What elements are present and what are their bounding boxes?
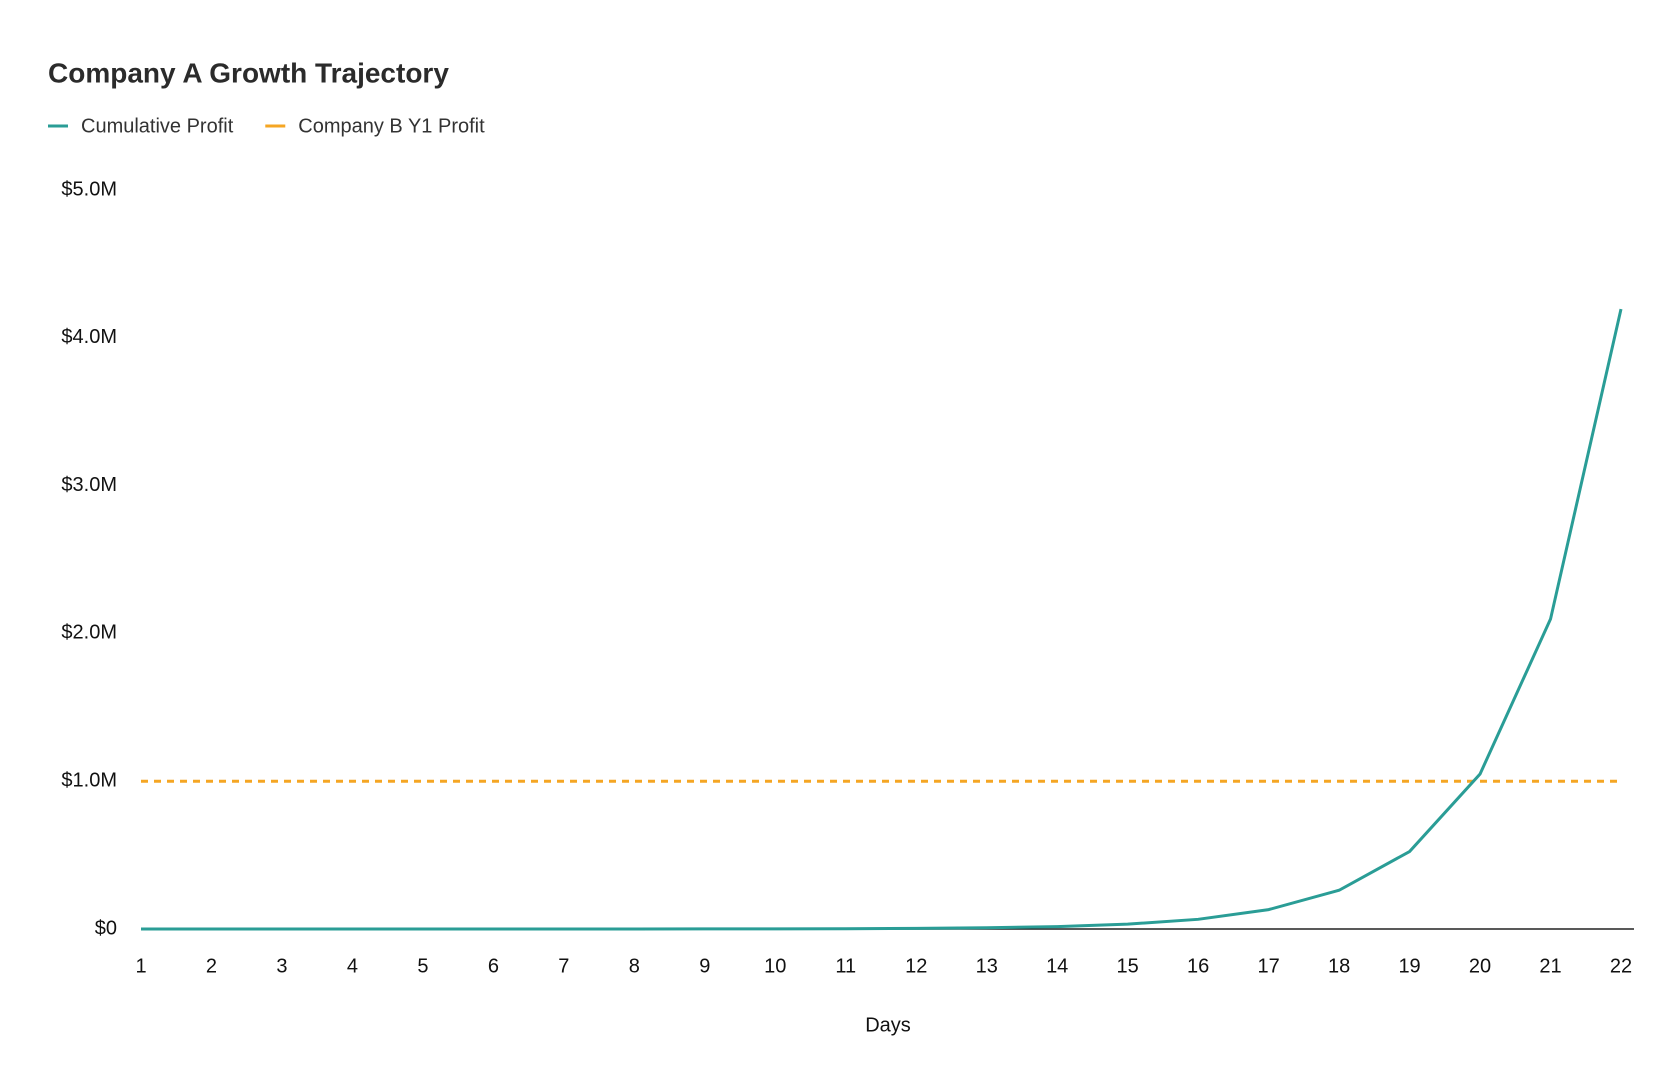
x-axis-title: Days — [865, 1014, 911, 1036]
x-tick-label: 8 — [629, 955, 640, 977]
series-line — [141, 308, 1623, 931]
x-tick-label: 16 — [1187, 955, 1209, 977]
x-tick-label: 19 — [1398, 955, 1420, 977]
x-tick-label: 15 — [1117, 955, 1139, 977]
legend-label: Company B Y1 Profit — [298, 115, 485, 137]
x-tick-label: 10 — [764, 955, 786, 977]
x-tick-label: 1 — [135, 955, 146, 977]
x-tick-label: 13 — [976, 955, 998, 977]
x-tick-label: 6 — [488, 955, 499, 977]
y-tick-label: $2.0M — [61, 622, 117, 644]
chart-title: Company A Growth Trajectory — [48, 57, 449, 88]
x-tick-label: 17 — [1257, 955, 1279, 977]
x-tick-label: 3 — [276, 955, 287, 977]
x-tick-label: 21 — [1539, 955, 1561, 977]
y-tick-label: $1.0M — [61, 769, 117, 791]
y-tick-label: $5.0M — [61, 178, 117, 200]
x-tick-label: 5 — [417, 955, 428, 977]
x-tick-label: 11 — [835, 955, 856, 977]
x-tick-label: 12 — [905, 955, 927, 977]
x-tick-label: 2 — [206, 955, 217, 977]
x-tick-label: 7 — [558, 955, 569, 977]
x-tick-label: 18 — [1328, 955, 1350, 977]
x-tick-label: 14 — [1046, 955, 1068, 977]
legend-label: Cumulative Profit — [81, 115, 234, 137]
y-tick-label: $0 — [95, 917, 117, 939]
y-tick-label: $4.0M — [61, 326, 117, 348]
y-tick-label: $3.0M — [61, 474, 117, 496]
x-tick-label: 20 — [1469, 955, 1491, 977]
x-tick-label: 22 — [1610, 955, 1632, 977]
x-tick-label: 4 — [347, 955, 358, 977]
x-tick-label: 9 — [699, 955, 710, 977]
